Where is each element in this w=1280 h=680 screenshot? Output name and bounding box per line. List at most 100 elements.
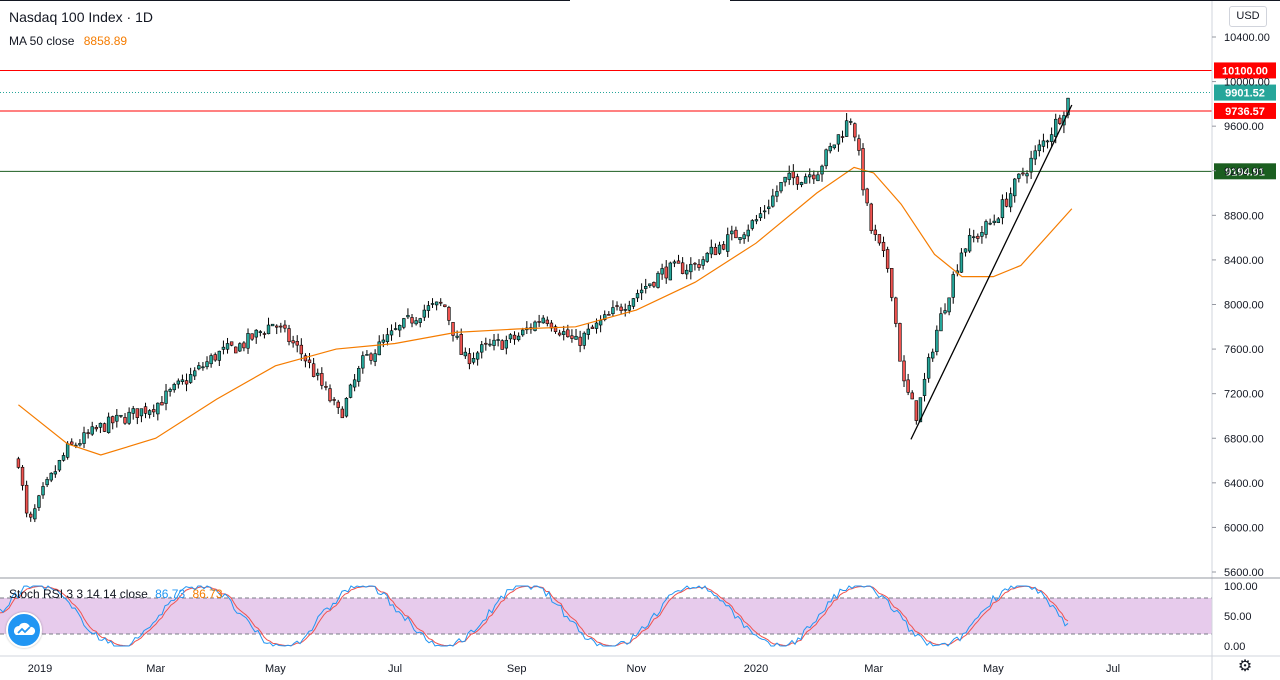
candle-body[interactable] (352, 379, 357, 388)
candle-body[interactable] (984, 221, 988, 235)
candle-body[interactable] (976, 235, 980, 239)
candle-body[interactable] (41, 486, 45, 496)
candle-body[interactable] (553, 326, 558, 332)
candle-body[interactable] (266, 324, 271, 335)
candle-body[interactable] (652, 281, 656, 287)
candle-body[interactable] (262, 333, 267, 335)
candle-body[interactable] (713, 246, 718, 256)
candle-body[interactable] (726, 234, 730, 252)
candle-body[interactable] (1008, 193, 1013, 208)
candle-body[interactable] (935, 329, 939, 352)
candle-body[interactable] (603, 314, 607, 320)
candle-body[interactable] (988, 222, 992, 225)
candle-body[interactable] (123, 417, 127, 424)
candle-body[interactable] (20, 466, 25, 486)
candle-body[interactable] (918, 397, 923, 423)
candle-body[interactable] (873, 229, 878, 235)
candle-body[interactable] (168, 389, 172, 392)
candle-body[interactable] (53, 471, 58, 475)
candle-body[interactable] (607, 314, 611, 316)
ma-line[interactable] (18, 166, 1073, 456)
candle-body[interactable] (82, 432, 86, 444)
candle-body[interactable] (931, 351, 935, 359)
candle-body[interactable] (992, 220, 996, 223)
candle-body[interactable] (939, 313, 943, 332)
candle-body[interactable] (225, 343, 230, 350)
candle-body[interactable] (705, 252, 709, 262)
candle-body[interactable] (451, 322, 455, 336)
candle-body[interactable] (94, 427, 99, 430)
candle-body[interactable] (697, 264, 701, 268)
candle-body[interactable] (898, 323, 902, 362)
candle-body[interactable] (201, 366, 205, 369)
candle-body[interactable] (771, 195, 775, 207)
stoch-panel[interactable]: 100.00 50.00 0.00 (0, 581, 1258, 653)
candle-body[interactable] (254, 329, 258, 338)
candle-body[interactable] (738, 237, 742, 241)
candle-body[interactable] (1021, 172, 1025, 175)
candle-body[interactable] (430, 303, 435, 305)
candle-body[interactable] (832, 144, 837, 149)
candle-body[interactable] (562, 331, 566, 335)
candle-body[interactable] (221, 346, 226, 350)
candle-body[interactable] (660, 268, 664, 275)
candle-body[interactable] (496, 339, 500, 341)
candle-body[interactable] (475, 352, 480, 360)
candle-body[interactable] (762, 210, 767, 213)
candle-body[interactable] (57, 460, 62, 471)
candle-body[interactable] (205, 361, 209, 368)
candle-body[interactable] (709, 246, 714, 255)
candle-body[interactable] (160, 402, 164, 406)
candle-body[interactable] (33, 508, 37, 520)
candle-body[interactable] (648, 283, 652, 287)
candle-body[interactable] (398, 325, 402, 331)
candle-body[interactable] (820, 165, 824, 175)
candle-body[interactable] (840, 136, 845, 138)
candle-body[interactable] (631, 298, 636, 307)
candle-body[interactable] (102, 423, 107, 432)
candle-body[interactable] (307, 359, 312, 363)
candle-body[interactable] (197, 365, 201, 370)
candle-body[interactable] (881, 241, 886, 252)
candle-body[interactable] (332, 399, 336, 401)
candle-body[interactable] (242, 342, 246, 349)
candle-body[interactable] (275, 325, 279, 328)
candle-body[interactable] (1045, 140, 1050, 143)
candle-body[interactable] (639, 289, 644, 294)
candle-body[interactable] (808, 174, 812, 178)
candle-body[interactable] (844, 120, 849, 137)
candle-body[interactable] (537, 321, 541, 323)
candle-body[interactable] (545, 319, 550, 324)
candle-body[interactable] (869, 203, 873, 231)
candle-body[interactable] (246, 333, 250, 349)
candle-body[interactable] (61, 455, 66, 461)
candle-body[interactable] (86, 432, 90, 435)
candle-body[interactable] (680, 262, 685, 274)
candle-body[interactable] (98, 422, 103, 428)
candle-body[interactable] (910, 392, 914, 400)
candle-body[interactable] (566, 329, 570, 338)
candle-body[interactable] (578, 336, 582, 346)
candle-body[interactable] (742, 234, 746, 240)
tradingview-cloud-icon[interactable] (6, 612, 42, 648)
candle-body[interactable] (1029, 157, 1033, 173)
candle-body[interactable] (922, 378, 927, 396)
candle-body[interactable] (180, 379, 185, 382)
candle-body[interactable] (402, 318, 406, 328)
candle-body[interactable] (324, 386, 328, 388)
candle-body[interactable] (504, 339, 509, 349)
candle-body[interactable] (106, 416, 111, 433)
candle-body[interactable] (270, 323, 275, 327)
candle-body[interactable] (184, 380, 189, 385)
candle-body[interactable] (689, 263, 693, 273)
candle-body[interactable] (164, 390, 168, 404)
candle-body[interactable] (1025, 173, 1029, 177)
candle-body[interactable] (426, 305, 431, 311)
candle-body[interactable] (434, 301, 439, 306)
candle-body[interactable] (344, 398, 349, 417)
candle-body[interactable] (598, 320, 603, 326)
candle-body[interactable] (139, 408, 144, 417)
ma-legend[interactable]: MA 50 close 8858.89 (9, 34, 127, 48)
candle-body[interactable] (373, 353, 377, 362)
candle-body[interactable] (279, 325, 283, 328)
